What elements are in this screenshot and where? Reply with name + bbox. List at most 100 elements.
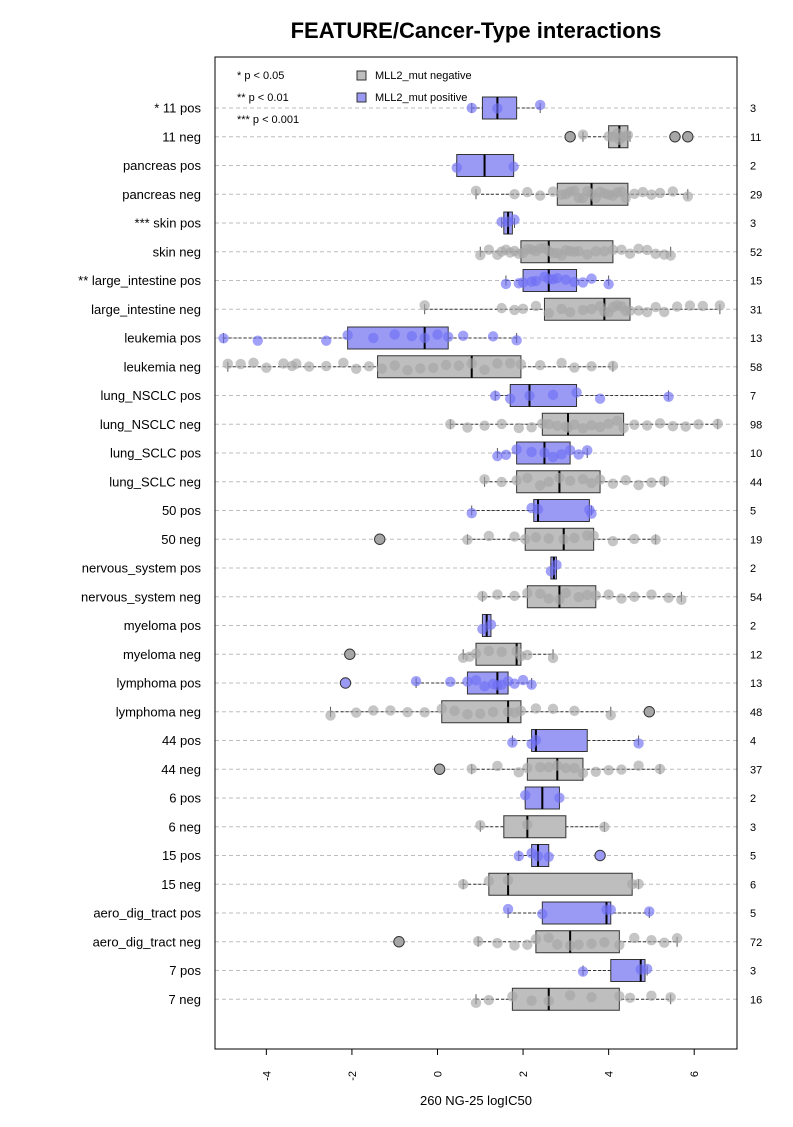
data-point [616,244,627,255]
data-point [466,358,477,369]
data-point [451,162,462,173]
data-point [560,587,572,599]
data-point [650,301,661,313]
data-point [629,533,640,545]
row-label: lung_SCLC neg [109,474,201,489]
data-point [569,362,580,373]
data-point [650,248,661,260]
row-label: lymphoma neg [116,704,201,719]
data-point [586,361,597,372]
outlier-point [669,131,681,143]
data-point [449,705,460,717]
data-point [712,418,723,430]
row-count: 6 [750,879,756,891]
data-point [577,277,589,288]
plot-frame [214,56,738,1050]
data-point [534,190,546,201]
data-point [522,587,533,599]
data-point [453,360,465,371]
x-tick-label: 2 [518,1071,530,1077]
data-point [530,933,542,945]
data-point [629,419,640,430]
grid-lines [215,107,737,1000]
data-point [483,875,495,887]
data-point [517,277,529,288]
row-count: 16 [750,994,762,1006]
row-label: 15 neg [161,877,201,892]
row-count: 7 [750,391,756,403]
row-label: myeloma pos [124,618,202,633]
row-label: pancreas neg [122,187,201,202]
data-point [479,420,490,431]
data-point [483,994,495,1006]
row-label: lung_SCLC pos [110,446,202,461]
data-point [646,477,657,488]
data-point [556,357,567,369]
data-point [590,766,602,777]
data-point [569,276,580,288]
row-count: 19 [750,534,762,546]
data-point [520,790,531,801]
data-point [573,246,584,257]
data-point [573,449,584,460]
data-point [586,992,597,1003]
row-label: 6 neg [168,819,201,834]
data-point [633,305,644,316]
data-point [530,532,542,543]
data-point [641,420,653,431]
data-point [530,703,542,714]
outlier-point [643,706,655,718]
data-point [524,390,535,401]
row-label: ** large_intestine pos [78,273,201,288]
data-point [641,307,653,318]
data-point [368,705,379,716]
data-point [633,479,644,491]
data-point [218,333,229,344]
data-point [445,419,456,430]
data-point [586,303,597,315]
data-point [582,589,593,601]
data-point [522,819,533,830]
outlier-point [682,131,694,143]
data-point [492,589,503,600]
data-point [261,362,272,373]
row-count: 3 [750,966,756,978]
data-point [554,472,565,484]
data-point [440,359,452,371]
box [541,901,612,925]
data-point [633,878,644,890]
row-count: 58 [750,362,762,374]
data-point [520,533,531,545]
data-point [338,357,349,369]
data-point [321,335,332,346]
data-point [654,418,666,429]
data-point [530,734,542,746]
row-label: 15 pos [162,848,202,863]
data-point [385,705,396,716]
data-point [402,364,413,376]
data-point [588,530,599,541]
row-count: 31 [750,304,762,316]
legend-swatch [356,70,367,81]
data-point [654,187,666,199]
data-point [633,738,644,749]
data-point [543,593,554,604]
data-point [629,188,640,200]
data-point [248,357,259,368]
data-point [665,992,676,1003]
data-point [483,530,495,542]
data-point [543,476,554,488]
data-point [477,623,488,635]
row-count: 3 [750,218,756,230]
data-point [644,906,655,917]
outlier-point [564,131,576,143]
data-point [614,939,625,951]
data-point [714,300,726,311]
data-point [554,792,565,804]
row-counts: 3112293521531135879810445192542121348437… [750,103,762,1006]
data-point [522,762,533,774]
row-count: 29 [750,189,762,201]
row-count: 52 [750,247,762,259]
row-count: 2 [750,793,756,805]
data-point [552,760,563,771]
